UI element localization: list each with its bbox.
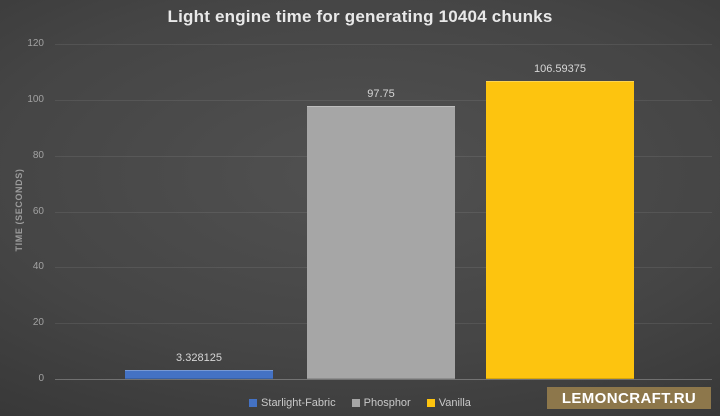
bar-value-label-vanilla: 106.59375 [534,63,586,75]
y-tick-80: 80 [32,149,44,161]
legend-swatch-icon [249,399,258,407]
y-tick-60: 60 [32,205,44,217]
legend-item-vanilla: Vanilla [426,397,471,409]
bar-starlight-fabric [125,370,273,379]
y-tick-100: 100 [27,93,44,105]
watermark-badge: LEMONCRAFT.RU [547,387,711,409]
legend: Starlight-Fabric Phosphor Vanilla [0,397,720,409]
y-tick-120: 120 [27,38,44,49]
legend-swatch-icon [351,399,360,407]
y-tick-40: 40 [32,261,44,273]
legend-item-phosphor: Phosphor [351,397,411,409]
legend-label: Starlight-Fabric [261,397,336,409]
legend-label: Vanilla [438,397,471,409]
legend-swatch-icon [426,399,435,407]
y-tick-20: 20 [32,317,44,329]
legend-label: Phosphor [363,397,411,409]
chart-title: Light engine time for generating 10404 c… [167,7,553,26]
plot-area: 3.328125 97.75 106.59375 [55,44,712,380]
watermark-text: LEMONCRAFT.RU [561,389,697,407]
gridline-100 [55,99,712,101]
bar-value-label-phosphor: 97.75 [367,88,395,100]
bar-phosphor [307,106,455,379]
bar-value-label-starlight-fabric: 3.328125 [176,352,222,364]
gridline-120 [55,44,712,45]
bar-vanilla [486,81,634,379]
legend-item-starlight-fabric: Starlight-Fabric [249,397,336,409]
y-tick-0: 0 [38,373,44,384]
gridline-0 [55,379,712,380]
